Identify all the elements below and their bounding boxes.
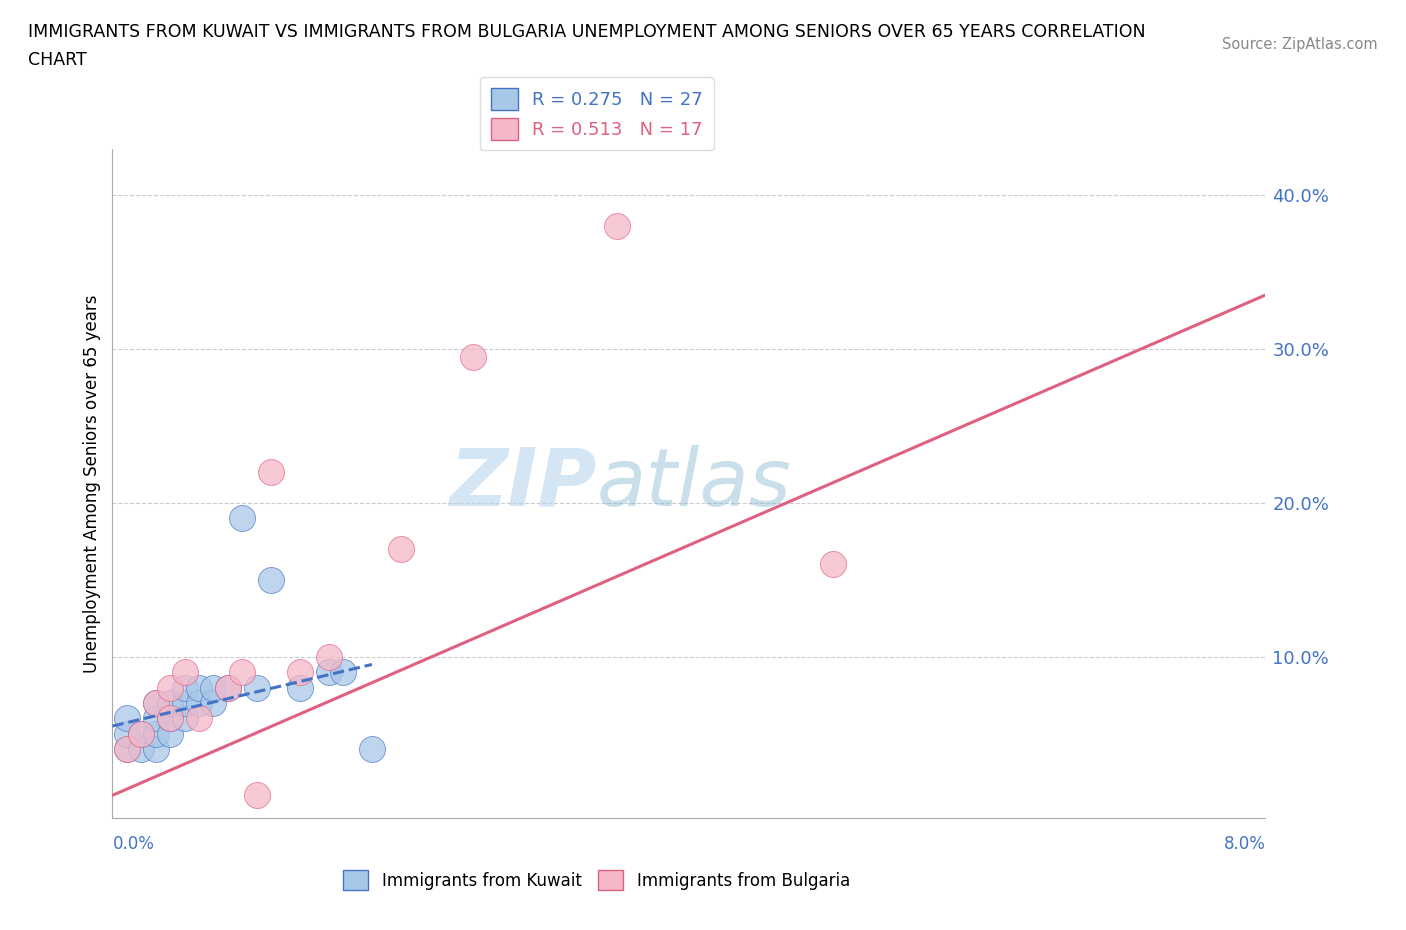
Point <box>188 680 211 695</box>
Point <box>129 742 153 757</box>
Point <box>145 711 167 725</box>
Point <box>288 665 311 680</box>
Point <box>318 665 340 680</box>
Point <box>389 541 412 556</box>
Point <box>129 726 153 741</box>
Text: IMMIGRANTS FROM KUWAIT VS IMMIGRANTS FROM BULGARIA UNEMPLOYMENT AMONG SENIORS OV: IMMIGRANTS FROM KUWAIT VS IMMIGRANTS FRO… <box>28 23 1146 41</box>
Text: 8.0%: 8.0% <box>1223 835 1265 853</box>
Point <box>115 726 138 741</box>
Point <box>145 696 167 711</box>
Point <box>173 680 195 695</box>
Point <box>332 665 354 680</box>
Text: Source: ZipAtlas.com: Source: ZipAtlas.com <box>1222 37 1378 52</box>
Text: CHART: CHART <box>28 51 87 69</box>
Text: ZIP: ZIP <box>450 445 596 523</box>
Point <box>202 680 225 695</box>
Text: atlas: atlas <box>596 445 792 523</box>
Point <box>318 649 340 664</box>
Point <box>217 680 239 695</box>
Point <box>159 711 181 725</box>
Text: 0.0%: 0.0% <box>112 835 155 853</box>
Point <box>288 680 311 695</box>
Legend: Immigrants from Kuwait, Immigrants from Bulgaria: Immigrants from Kuwait, Immigrants from … <box>337 863 856 897</box>
Point <box>231 665 253 680</box>
Point <box>360 742 382 757</box>
Point <box>159 680 181 695</box>
Point <box>245 680 267 695</box>
Y-axis label: Unemployment Among Seniors over 65 years: Unemployment Among Seniors over 65 years <box>83 295 101 672</box>
Point <box>115 742 138 757</box>
Point <box>173 696 195 711</box>
Point <box>159 726 181 741</box>
Point <box>173 665 195 680</box>
Point <box>260 572 283 587</box>
Point <box>115 711 138 725</box>
Point <box>260 465 283 480</box>
Point <box>231 511 253 525</box>
Point <box>461 349 484 364</box>
Point <box>173 711 195 725</box>
Point <box>145 696 167 711</box>
Point <box>188 711 211 725</box>
Point <box>821 557 844 572</box>
Point <box>606 219 628 233</box>
Point <box>245 788 267 803</box>
Point <box>145 742 167 757</box>
Point <box>217 680 239 695</box>
Point <box>159 696 181 711</box>
Point <box>159 711 181 725</box>
Point <box>129 726 153 741</box>
Point <box>115 742 138 757</box>
Point <box>202 696 225 711</box>
Point <box>188 696 211 711</box>
Point <box>145 726 167 741</box>
